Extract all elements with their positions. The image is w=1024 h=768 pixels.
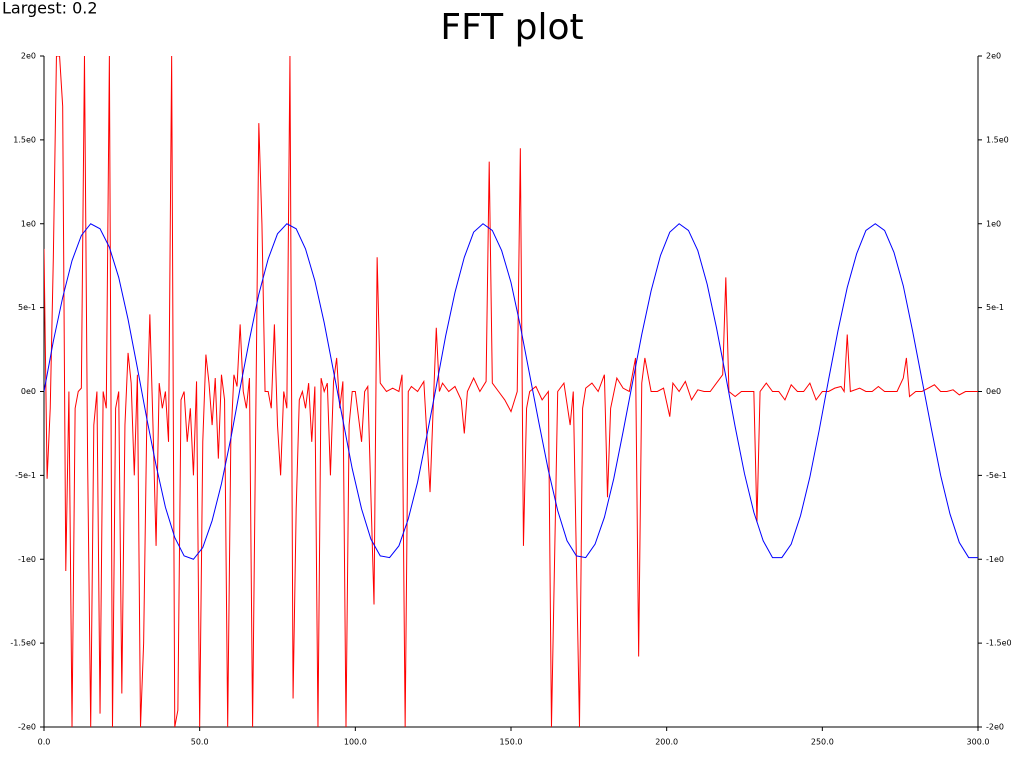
x-tick-label: 0.0 — [38, 738, 51, 747]
y-tick-label: 2e0 — [21, 52, 36, 61]
y-tick-label-right: -1.5e0 — [986, 639, 1012, 648]
y-tick-label-right: 1.5e0 — [986, 135, 1009, 144]
y-tick-label: -5e-1 — [15, 471, 36, 480]
y-tick-label-right: 5e-1 — [986, 303, 1004, 312]
y-tick-label: 5e-1 — [18, 303, 36, 312]
y-tick-label: 1.5e0 — [13, 135, 36, 144]
annotation: Largest: 0.2 — [2, 0, 98, 18]
x-tick-label: 100.0 — [344, 738, 367, 747]
x-tick-label: 300.0 — [967, 738, 990, 747]
plot-area — [44, 56, 978, 727]
chart-title: FFT plot — [440, 7, 583, 48]
y-tick-label: 1e0 — [21, 219, 36, 228]
y-tick-label: -2e0 — [18, 723, 36, 732]
y-tick-label-right: 1e0 — [986, 219, 1001, 228]
series-line — [44, 56, 978, 727]
x-tick-label: 150.0 — [500, 738, 523, 747]
y-tick-label-right: 0e0 — [986, 387, 1001, 396]
y-tick-label-right: -1e0 — [986, 555, 1004, 564]
y-tick-label-right: 2e0 — [986, 52, 1001, 61]
y-tick-label: -1e0 — [18, 555, 36, 564]
x-tick-label: 200.0 — [655, 738, 678, 747]
x-tick-label: 250.0 — [811, 738, 834, 747]
y-tick-label-right: -2e0 — [986, 723, 1004, 732]
y-tick-label-right: -5e-1 — [986, 471, 1007, 480]
y-tick-label: -1.5e0 — [10, 639, 36, 648]
x-tick-label: 50.0 — [191, 738, 209, 747]
series-line — [44, 223, 978, 560]
y-tick-label: 0e0 — [21, 387, 36, 396]
